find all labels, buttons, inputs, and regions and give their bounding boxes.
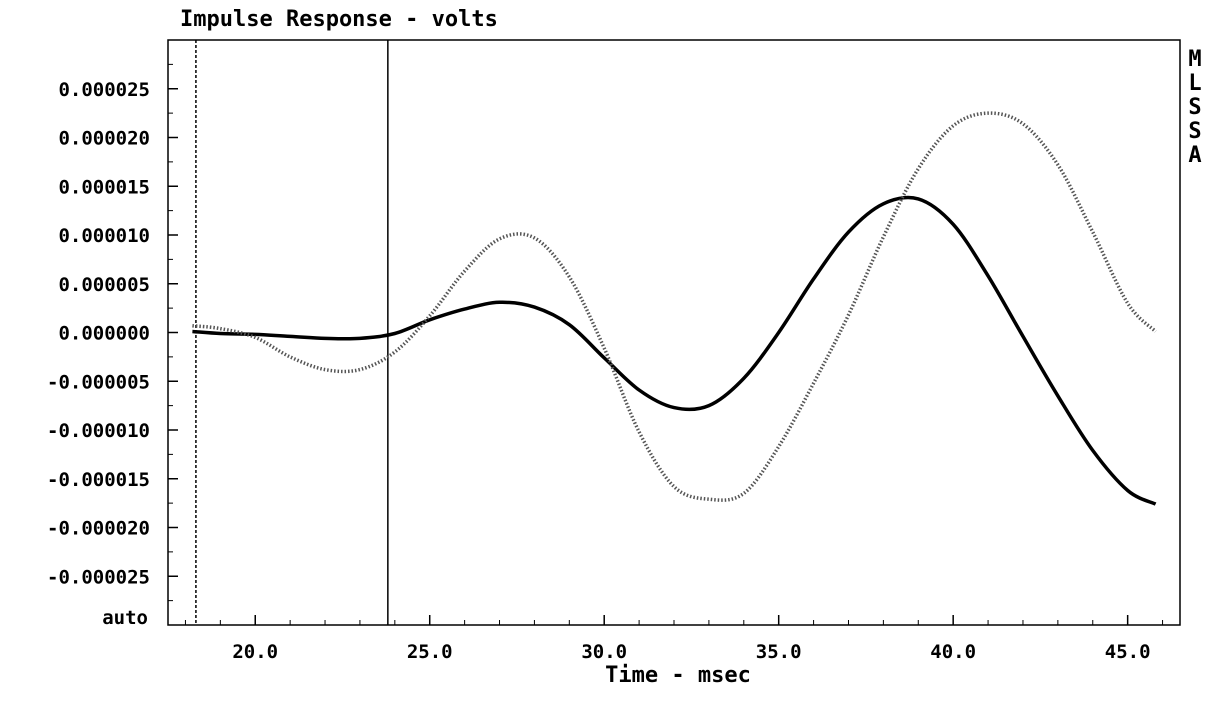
y-tick-label: -0.000025 — [47, 566, 150, 588]
side-label-letter: L — [1188, 71, 1201, 96]
y-tick-label: -0.000020 — [47, 518, 150, 540]
dotted-response-line — [192, 111, 1157, 502]
side-label-letter: M — [1188, 47, 1201, 72]
chart-title: Impulse Response - volts — [180, 7, 498, 32]
y-tick-label: -0.000010 — [47, 420, 150, 442]
side-label-letter: S — [1188, 95, 1201, 120]
y-tick-label: -0.000005 — [47, 371, 150, 393]
plot-frame — [167, 39, 1181, 626]
x-tick-label: 40.0 — [930, 641, 976, 663]
y-tick-label: 0.000025 — [58, 79, 150, 101]
x-tick-label: 25.0 — [407, 641, 453, 663]
y-tick-label: 0.000015 — [58, 176, 150, 198]
axis-layer: 0.000025 0.000020 0.000015 0.000010 0.000005… — [47, 63, 1164, 663]
y-tick-label: -0.000015 — [47, 469, 150, 491]
x-tick-label: 35.0 — [756, 641, 802, 663]
series-layer — [192, 111, 1157, 506]
x-tick-label: 20.0 — [232, 641, 278, 663]
y-tick-label: 0.000020 — [58, 128, 150, 150]
side-label-letter: S — [1188, 119, 1201, 144]
y-tick-label: 0.000010 — [58, 225, 150, 247]
plot-frame-layer — [167, 39, 1181, 626]
x-axis-title: Time - msec — [605, 663, 751, 688]
solid-response-line — [192, 195, 1157, 506]
side-label-letter: A — [1188, 143, 1201, 168]
x-tick-label: 45.0 — [1105, 641, 1151, 663]
y-tick-label: 0.000005 — [58, 274, 150, 296]
x-tick-label: 30.0 — [581, 641, 627, 663]
y-tick-label: 0.000000 — [58, 323, 150, 345]
y-auto-label: auto — [102, 607, 148, 629]
